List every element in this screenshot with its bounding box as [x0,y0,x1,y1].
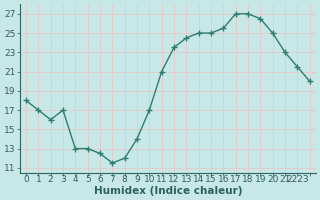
X-axis label: Humidex (Indice chaleur): Humidex (Indice chaleur) [93,186,242,196]
